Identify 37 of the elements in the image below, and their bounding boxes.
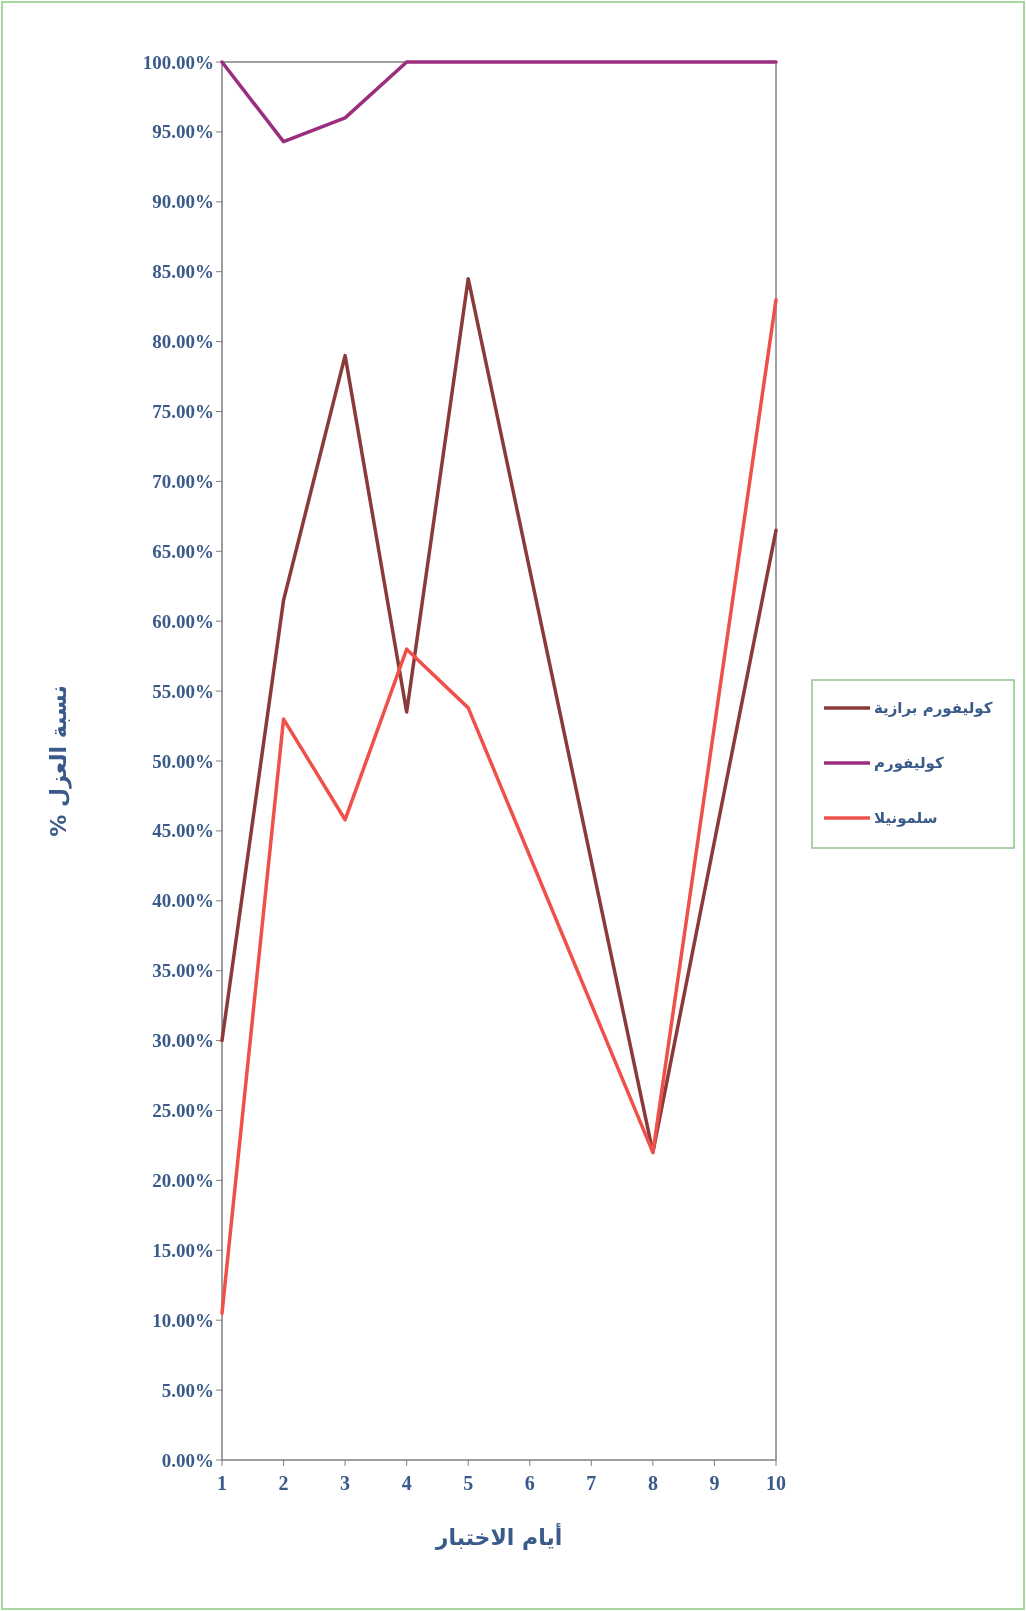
y-tick-label: 35.00% bbox=[152, 960, 214, 982]
y-tick-label: 40.00% bbox=[152, 890, 214, 912]
y-tick-label: 15.00% bbox=[152, 1239, 214, 1261]
y-axis-title: نسبة العزل % bbox=[46, 685, 72, 837]
y-tick-label: 75.00% bbox=[152, 401, 214, 422]
x-axis-title: أيام الاختبار bbox=[434, 1522, 563, 1550]
y-tick-label: 5.00% bbox=[161, 1379, 214, 1401]
y-tick-label: 100.00% bbox=[142, 51, 214, 73]
y-tick-label: 65.00% bbox=[152, 540, 214, 562]
x-tick-label: 2 bbox=[278, 1472, 289, 1494]
y-tick-label: 10.00% bbox=[152, 1309, 214, 1331]
y-tick-label: 0.00% bbox=[161, 1449, 214, 1471]
x-tick-label: 7 bbox=[586, 1472, 597, 1494]
x-tick-label: 5 bbox=[463, 1472, 474, 1494]
y-tick-label: 30.00% bbox=[152, 1030, 214, 1052]
x-tick-label: 1 bbox=[217, 1472, 227, 1494]
x-tick-label: 6 bbox=[524, 1472, 535, 1494]
x-tick-label: 9 bbox=[709, 1472, 720, 1494]
y-tick-label: 60.00% bbox=[152, 610, 214, 632]
y-tick-label: 55.00% bbox=[152, 680, 214, 702]
line-series bbox=[220, 297, 778, 1315]
y-tick-label: 45.00% bbox=[152, 820, 214, 842]
x-tick-label: 8 bbox=[647, 1472, 658, 1494]
x-tick-label: 4 bbox=[401, 1472, 412, 1494]
y-tick-label: 85.00% bbox=[152, 261, 214, 283]
y-tick-label: 50.00% bbox=[152, 750, 214, 772]
y-tick-label: 95.00% bbox=[152, 121, 214, 143]
legend-label: كوليفورم bbox=[874, 754, 944, 772]
legend-label: سلمونيلا bbox=[874, 809, 938, 827]
y-tick-label: 90.00% bbox=[152, 191, 214, 213]
y-tick-label: 25.00% bbox=[152, 1100, 214, 1121]
y-tick-label: 70.00% bbox=[152, 470, 214, 492]
y-tick-label: 20.00% bbox=[152, 1169, 214, 1191]
y-tick-label: 80.00% bbox=[152, 331, 214, 353]
x-tick-label: 3 bbox=[340, 1472, 351, 1494]
x-tick-label: 10 bbox=[766, 1472, 786, 1494]
legend-label: كوليفورم برازية bbox=[874, 699, 993, 717]
